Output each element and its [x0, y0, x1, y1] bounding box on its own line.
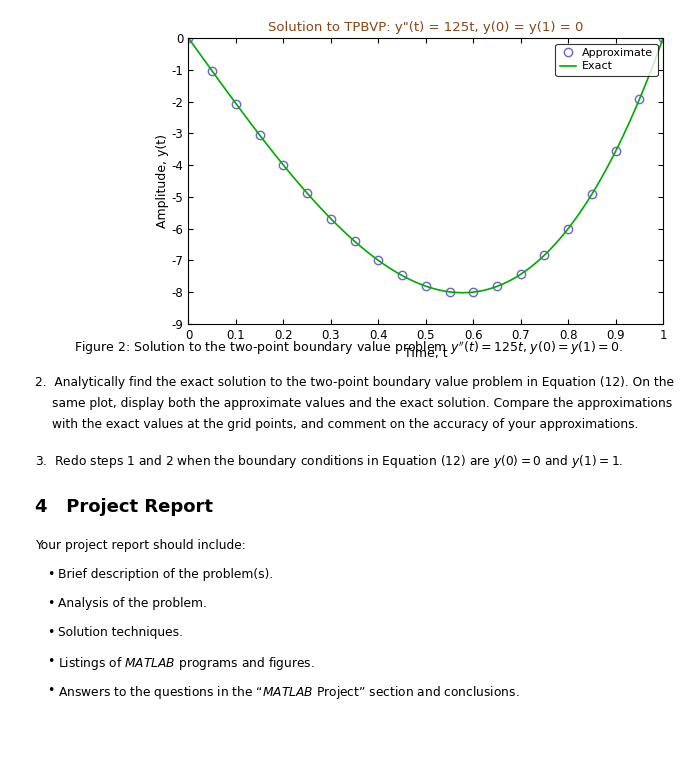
Title: Solution to TPBVP: y"(t) = 125t, y(0) = y(1) = 0: Solution to TPBVP: y"(t) = 125t, y(0) = …: [268, 21, 584, 34]
Text: 3.  Redo steps 1 and 2 when the boundary conditions in Equation (12) are $y(0) =: 3. Redo steps 1 and 2 when the boundary …: [35, 453, 623, 470]
Text: •: •: [47, 626, 55, 639]
Approximate: [303, 188, 311, 197]
Exact: [616, 137, 625, 146]
Approximate: [255, 130, 264, 139]
Text: 2.  Analytically find the exact solution to the two-point boundary value problem: 2. Analytically find the exact solution …: [35, 376, 674, 389]
Text: •: •: [47, 568, 55, 581]
Approximate: [588, 190, 596, 199]
Text: Brief description of the problem(s).: Brief description of the problem(s).: [58, 568, 273, 581]
Approximate: [611, 146, 620, 155]
Line: Approximate: Approximate: [184, 34, 667, 296]
Approximate: [493, 282, 501, 291]
Approximate: [635, 94, 644, 104]
Approximate: [517, 270, 525, 279]
Exact: [586, 193, 594, 202]
Text: with the exact values at the grid points, and comment on the accuracy of your ap: with the exact values at the grid points…: [52, 418, 639, 431]
Text: Answers to the questions in the “$\mathit{MATLAB}$ Project” section and conclusi: Answers to the questions in the “$\mathi…: [58, 684, 519, 701]
Approximate: [208, 66, 216, 75]
Text: Analysis of the problem.: Analysis of the problem.: [58, 597, 207, 610]
Text: Your project report should include:: Your project report should include:: [35, 539, 246, 552]
Text: 4   Project Report: 4 Project Report: [35, 498, 213, 516]
Approximate: [184, 34, 193, 43]
Exact: [186, 36, 194, 45]
Text: Figure 2: Solution to the two-point boundary value problem $y''(t) = 125t$, $y(0: Figure 2: Solution to the two-point boun…: [74, 339, 624, 357]
Approximate: [422, 282, 430, 291]
Text: Listings of $\mathit{MATLAB}$ programs and figures.: Listings of $\mathit{MATLAB}$ programs a…: [58, 655, 315, 672]
Approximate: [279, 161, 288, 170]
Legend: Approximate, Exact: Approximate, Exact: [556, 43, 658, 76]
Approximate: [659, 34, 667, 43]
Exact: [468, 287, 477, 296]
Text: •: •: [47, 655, 55, 668]
Approximate: [564, 224, 572, 233]
Text: Solution techniques.: Solution techniques.: [58, 626, 183, 639]
Approximate: [232, 99, 240, 108]
Exact: [467, 288, 475, 297]
Exact: [476, 287, 484, 296]
Exact: [459, 288, 467, 297]
Exact: [184, 34, 193, 43]
Approximate: [374, 256, 383, 265]
Approximate: [540, 251, 549, 260]
Approximate: [327, 214, 335, 223]
Approximate: [398, 271, 406, 280]
Approximate: [445, 287, 454, 296]
Y-axis label: Amplitude, y(t): Amplitude, y(t): [156, 134, 169, 228]
Text: •: •: [47, 597, 55, 610]
Text: •: •: [47, 684, 55, 697]
Line: Exact: Exact: [188, 38, 663, 293]
Approximate: [350, 237, 359, 246]
Approximate: [469, 287, 477, 296]
Exact: [659, 34, 667, 43]
Text: same plot, display both the approximate values and the exact solution. Compare t: same plot, display both the approximate …: [52, 397, 673, 410]
X-axis label: Time, t: Time, t: [404, 347, 447, 360]
